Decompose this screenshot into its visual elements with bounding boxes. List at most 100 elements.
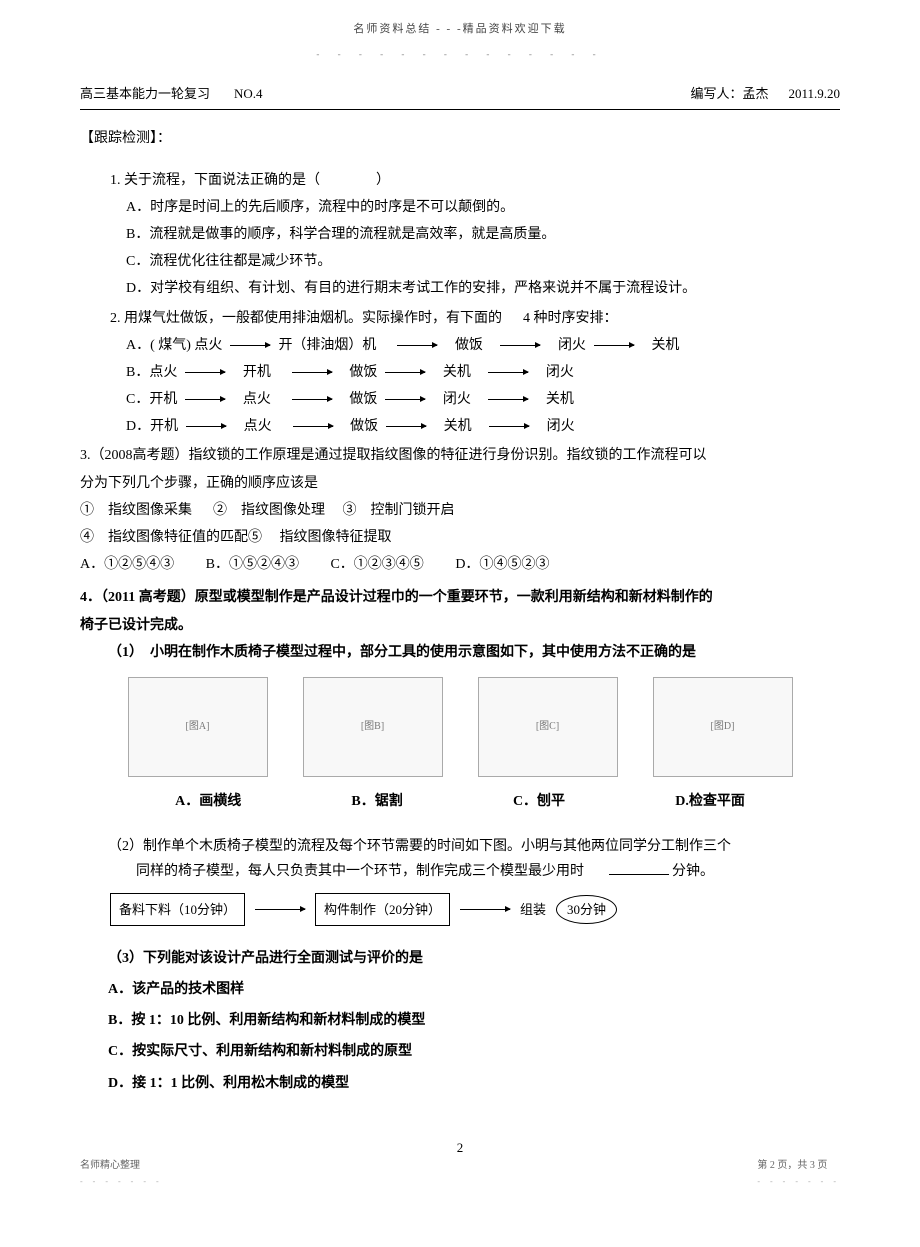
flow-step: 关机: [546, 387, 574, 412]
flow-step: 闭火: [547, 414, 575, 439]
q2-stem-post: 4 种时序安排：: [523, 311, 618, 326]
q3-options: A．①②⑤④③ B．①⑤②④③ C．①②③④⑤ D．①④⑤②③: [80, 552, 840, 577]
arrow-icon: [186, 426, 226, 427]
q3-steps-row1: ① 指纹图像采集 ② 指纹图像处理 ③ 控制门锁开启: [80, 498, 840, 523]
q3-step2: ② 指纹图像处理: [213, 503, 325, 518]
q4-label-c: C．刨平: [513, 789, 565, 814]
question-2: 2. 用煤气灶做饭，一般都使用排油烟机。实际操作时，有下面的 4 种时序安排： …: [80, 306, 840, 440]
flow-step: 点火: [243, 387, 271, 412]
q4-sub2: （2）制作单个木质椅子模型的流程及每个环节需要的时间如下图。小明与其他两位同学分…: [80, 834, 840, 884]
q3-option-a: A．①②⑤④③: [80, 557, 174, 572]
arrow-icon: [488, 399, 528, 400]
q4-opt-d: D．接 1：1 比例、利用松木制成的模型: [108, 1076, 349, 1091]
tool-image-b: [图B]: [303, 677, 443, 777]
q3-step5: 指纹图像特征提取: [280, 530, 392, 545]
q3-line2: 分为下列几个步骤，正确的顺序应该是: [80, 471, 840, 496]
q3-steps-row2: ④ 指纹图像特征值的匹配⑤ 指纹图像特征提取: [80, 525, 840, 550]
arrow-icon: [397, 345, 437, 346]
flow-step: 关机: [443, 360, 471, 385]
q4-label-d: D.检查平面: [675, 789, 745, 814]
footer-right: 第 2 页，共 3 页: [757, 1157, 840, 1175]
fill-blank[interactable]: [609, 861, 669, 875]
flow-step: A．( 煤气) 点火: [126, 333, 222, 358]
q4-sub2-post: 分钟。: [672, 864, 714, 879]
q2-option-c: C．开机 点火 做饭 闭火 关机: [110, 387, 840, 412]
flow-step: 关机: [444, 414, 472, 439]
flow-step: 闭火: [443, 387, 471, 412]
q3-step3: ③ 控制门锁开启: [343, 503, 455, 518]
q4-flow-diagram: 备料下料（10分钟） 构件制作（20分钟） 组装 30分钟: [110, 893, 810, 926]
arrow-icon: [255, 909, 305, 910]
flow-label-3: 组装: [520, 898, 546, 921]
arrow-icon: [385, 399, 425, 400]
q4-sub2-line1: （2）制作单个木质椅子模型的流程及每个环节需要的时间如下图。小明与其他两位同学分…: [108, 834, 840, 859]
flow-step: B．点火: [126, 360, 177, 385]
q4-label-b: B．锯割: [351, 789, 402, 814]
q2-option-d: D．开机 点火 做饭 关机 闭火: [110, 414, 840, 439]
author: 编写人：孟杰: [690, 82, 768, 105]
arrow-icon: [385, 372, 425, 373]
question-1: 1. 关于流程，下面说法正确的是（ ） A．时序是时间上的先后顺序，流程中的时序…: [80, 168, 840, 302]
q2-option-a: A．( 煤气) 点火 开（排油烟）机 做饭 闭火 关机: [110, 333, 840, 358]
arrow-icon: [500, 345, 540, 346]
top-header: 名师资料总结 - - -精品资料欢迎下载: [80, 20, 840, 40]
q4-opt-b: B．按 1：10 比例、利用新结构和新材料制成的模型: [108, 1013, 425, 1028]
q2-stem-pre: 2. 用煤气灶做饭，一般都使用排油烟机。实际操作时，有下面的: [110, 311, 502, 326]
q4-opt-a: A．该产品的技术图样: [108, 982, 244, 997]
q2-stem: 2. 用煤气灶做饭，一般都使用排油烟机。实际操作时，有下面的 4 种时序安排：: [110, 306, 840, 331]
footer-left: 名师精心整理: [80, 1157, 163, 1175]
q1-stem: 1. 关于流程，下面说法正确的是（ ）: [110, 168, 840, 193]
flow-step: D．开机: [126, 414, 178, 439]
q4-opt-c: C．按实际尺寸、利用新结构和新村料制成的原型: [108, 1044, 412, 1059]
arrow-icon: [460, 909, 510, 910]
q1-option-c: C．流程优化往往都是减少环节。: [110, 249, 840, 274]
q4-images: [图A] [图B] [图C] [图D]: [120, 677, 800, 777]
q4-sub3: （3）下列能对该设计产品进行全面测试与评价的是: [80, 946, 840, 971]
arrow-icon: [488, 372, 528, 373]
q1-option-b: B．流程就是做事的顺序，科学合理的流程就是高效率，就是高质量。: [110, 222, 840, 247]
doc-header: 高三基本能力一轮复习 NO.4 编写人：孟杰 2011.9.20: [80, 82, 840, 110]
q3-option-b: B．①⑤②④③: [206, 557, 299, 572]
q4-stem2: 椅子已设计完成。: [80, 613, 840, 638]
q4-stem1: 4．（2011 高考题）原型或模型制作是产品设计过程巾的一个重要环节，一款利用新…: [80, 585, 840, 610]
doc-no: NO.4: [234, 82, 263, 105]
footer-dots: - - - - - - -: [80, 1175, 163, 1189]
q4-sub3-c: C．按实际尺寸、利用新结构和新村料制成的原型: [80, 1039, 840, 1064]
flow-box-2: 构件制作（20分钟）: [315, 893, 450, 926]
q4-sub2-pre: 同样的椅子模型，每人只负责其中一个环节，制作完成三个模型最少用时: [136, 864, 584, 879]
arrow-icon: [594, 345, 634, 346]
q4-labels: A．画横线 B．锯割 C．刨平 D.检查平面: [120, 789, 800, 814]
q4-sub3-b: B．按 1：10 比例、利用新结构和新材料制成的模型: [80, 1008, 840, 1033]
course-title: 高三基本能力一轮复习: [80, 82, 210, 105]
q4-label-a: A．画横线: [175, 789, 241, 814]
flow-step: 做饭: [455, 333, 483, 358]
arrow-icon: [386, 426, 426, 427]
flow-step: 做饭: [349, 387, 377, 412]
flow-step: 做饭: [349, 360, 377, 385]
q2-option-b: B．点火 开机 做饭 关机 闭火: [110, 360, 840, 385]
arrow-icon: [185, 372, 225, 373]
arrow-icon: [292, 372, 332, 373]
arrow-icon: [185, 399, 225, 400]
flow-step: 关机: [651, 333, 679, 358]
q4-sub3-a: A．该产品的技术图样: [80, 977, 840, 1002]
flow-step: 开（排油烟）机: [278, 333, 376, 358]
flow-box-1: 备料下料（10分钟）: [110, 893, 245, 926]
q3-step1: ① 指纹图像采集: [80, 503, 192, 518]
section-title: 【跟踪检测】：: [80, 126, 840, 151]
flow-oval-3: 30分钟: [556, 895, 617, 924]
flow-step: 点火: [244, 414, 272, 439]
q1-option-d: D．对学校有组织、有计划、有目的进行期末考试工作的安排，严格来说并不属于流程设计…: [110, 276, 840, 301]
tool-image-a: [图A]: [128, 677, 268, 777]
arrow-icon: [293, 426, 333, 427]
q1-option-a: A．时序是时间上的先后顺序，流程中的时序是不可以颠倒的。: [110, 195, 840, 220]
question-4: 4．（2011 高考题）原型或模型制作是产品设计过程巾的一个重要环节，一款利用新…: [80, 585, 840, 1095]
tool-image-d: [图D]: [653, 677, 793, 777]
page-number: 2: [80, 1136, 840, 1159]
doc-date: 2011.9.20: [788, 82, 840, 105]
question-3: 3.（2008高考题）指纹锁的工作原理是通过提取指纹图像的特征进行身份识别。指纹…: [80, 443, 840, 577]
flow-step: 闭火: [546, 360, 574, 385]
tool-image-c: [图C]: [478, 677, 618, 777]
footer-dots: - - - - - - -: [757, 1175, 840, 1189]
flow-step: 做饭: [350, 414, 378, 439]
